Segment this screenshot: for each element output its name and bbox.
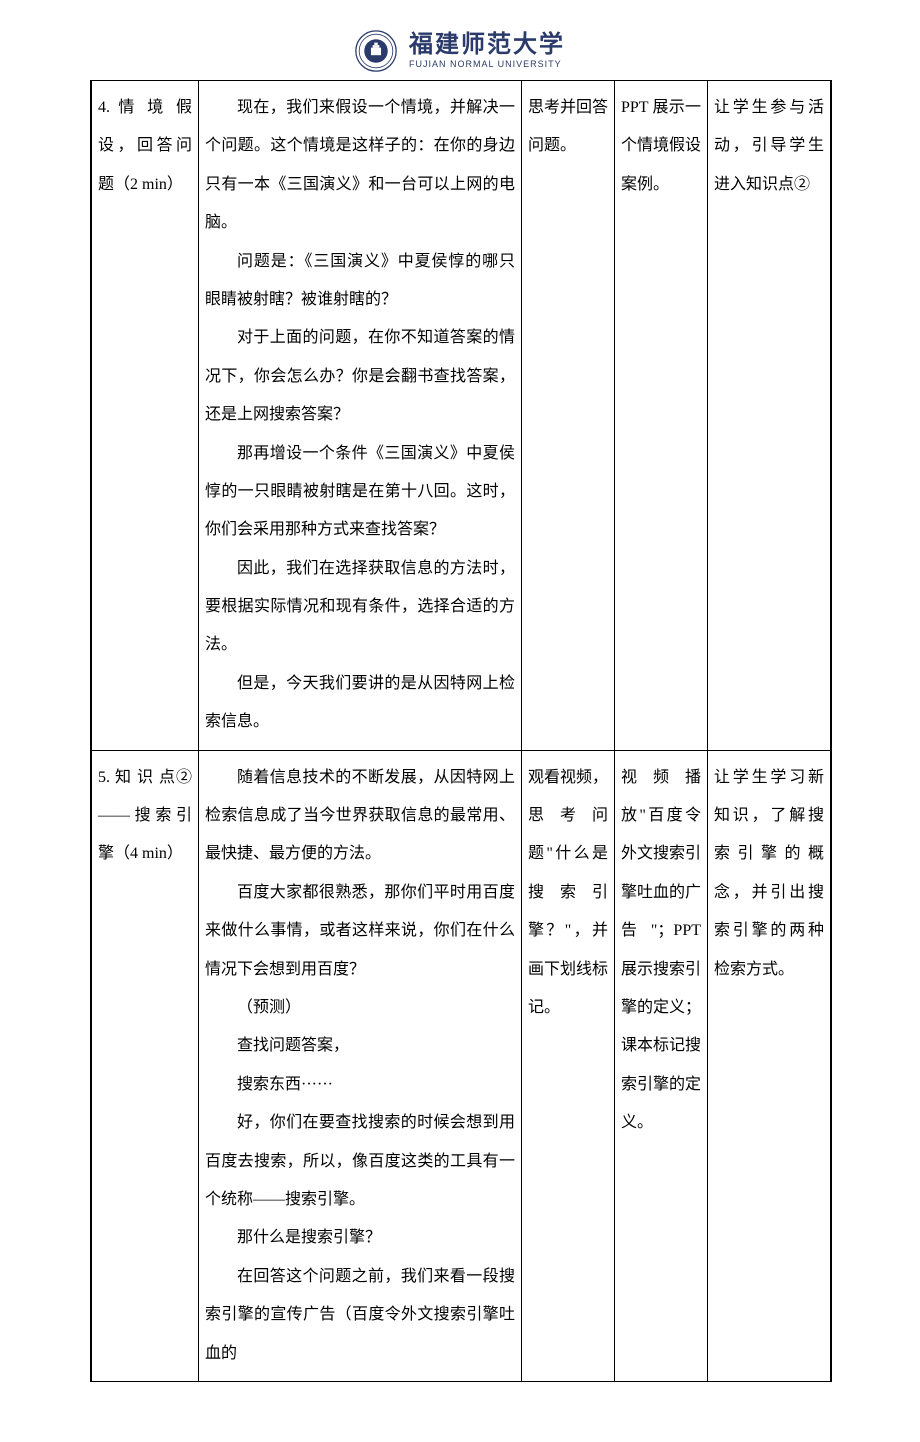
step-label: 4. 情 境 假设，回答问题（2 min） [98,99,192,193]
table-row: 4. 情 境 假设，回答问题（2 min） 现在，我们来假设一个情境，并解决一个… [91,81,831,751]
university-name-block: 福建师范大学 FUJIAN NORMAL UNIVERSITY [409,33,565,69]
teacher-para: 查找问题答案， [205,1027,515,1065]
teacher-para: 现在，我们来假设一个情境，并解决一个问题。这个情境是这样子的：在你的身边只有一本… [205,89,515,243]
design-intent-cell: 让学生学习新知识，了解搜索引擎的概念，并引出搜索引擎的两种检索方式。 [708,750,832,1381]
teacher-para: 好，你们在要查找搜索的时候会想到用百度去搜索，所以，像百度这类的工具有一个统称—… [205,1104,515,1219]
university-name-cn: 福建师范大学 [409,33,565,57]
teacher-para: 但是，今天我们要讲的是从因特网上检索信息。 [205,665,515,742]
student-activity-cell: 观看视频，思 考 问 题"什么是搜 索 引擎？"，并画下划线标记。 [522,750,615,1381]
student-activity-cell: 思考并回答问题。 [522,81,615,751]
design-intent-text: 让学生参与活动，引导学生进入知识点② [714,99,824,193]
teacher-para: 因此，我们在选择获取信息的方法时，要根据实际情况和现有条件，选择合适的方法。 [205,550,515,665]
design-intent-cell: 让学生参与活动，引导学生进入知识点② [708,81,832,751]
design-intent-text: 让学生学习新知识，了解搜索引擎的概念，并引出搜索引擎的两种检索方式。 [714,769,824,978]
university-logo-icon [355,30,397,72]
teacher-para: （预测） [205,989,515,1027]
page: 福建师范大学 FUJIAN NORMAL UNIVERSITY 4. 情 境 假… [0,0,920,1442]
media-cell: 视频播放"百度令外文搜索引擎吐血的广告"；PPT 展示搜索引擎的定义；课本标记搜… [615,750,708,1381]
teacher-activity-cell: 现在，我们来假设一个情境，并解决一个问题。这个情境是这样子的：在你的身边只有一本… [199,81,522,751]
student-activity-text: 思考并回答问题。 [528,99,608,154]
teacher-activity-cell: 随着信息技术的不断发展，从因特网上检索信息成了当今世界获取信息的最常用、最快捷、… [199,750,522,1381]
teacher-para: 在回答这个问题之前，我们来看一段搜索引擎的宣传广告（百度令外文搜索引擎吐血的 [205,1258,515,1373]
teacher-para: 对于上面的问题，在你不知道答案的情况下，你会怎么办？你是会翻书查找答案，还是上网… [205,319,515,434]
lesson-plan-table: 4. 情 境 假设，回答问题（2 min） 现在，我们来假设一个情境，并解决一个… [90,80,832,1382]
teacher-para: 搜索东西······ [205,1066,515,1104]
teacher-para: 问题是：《三国演义》中夏侯惇的哪只眼睛被射瞎？被谁射瞎的？ [205,243,515,320]
media-text: PPT 展示一个情境假设案例。 [621,99,701,193]
page-header: 福建师范大学 FUJIAN NORMAL UNIVERSITY [90,30,830,72]
step-label: 5. 知 识 点② ——搜索引擎（4 min） [98,769,192,863]
media-text: 视频播放"百度令外文搜索引擎吐血的广告"；PPT 展示搜索引擎的定义；课本标记搜… [621,769,701,1132]
teacher-para: 百度大家都很熟悉，那你们平时用百度来做什么事情，或者这样来说，你们在什么情况下会… [205,874,515,989]
student-activity-text: 观看视频，思 考 问 题"什么是搜 索 引擎？"，并画下划线标记。 [528,769,608,1016]
teacher-para: 那再增设一个条件《三国演义》中夏侯惇的一只眼睛被射瞎是在第十八回。这时，你们会采… [205,435,515,550]
step-cell: 4. 情 境 假设，回答问题（2 min） [91,81,199,751]
table-row: 5. 知 识 点② ——搜索引擎（4 min） 随着信息技术的不断发展，从因特网… [91,750,831,1381]
university-name-en: FUJIAN NORMAL UNIVERSITY [409,59,562,69]
teacher-para: 随着信息技术的不断发展，从因特网上检索信息成了当今世界获取信息的最常用、最快捷、… [205,759,515,874]
step-cell: 5. 知 识 点② ——搜索引擎（4 min） [91,750,199,1381]
teacher-para: 那什么是搜索引擎？ [205,1219,515,1257]
media-cell: PPT 展示一个情境假设案例。 [615,81,708,751]
